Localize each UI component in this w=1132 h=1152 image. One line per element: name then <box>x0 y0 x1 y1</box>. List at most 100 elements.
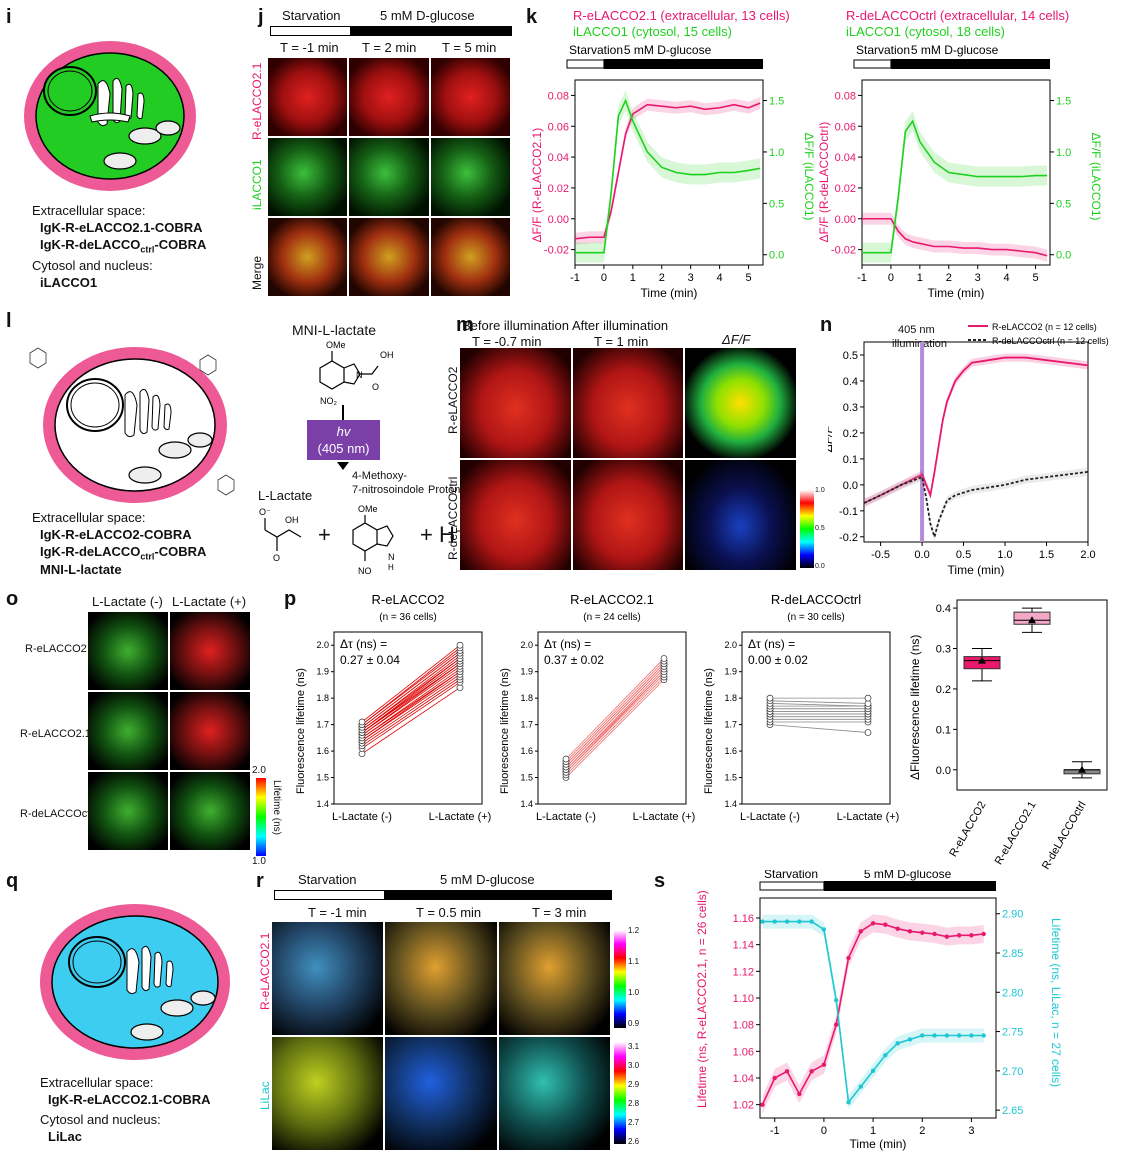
x-tick-label: 0.0 <box>914 549 929 561</box>
micrograph-tile <box>685 348 796 458</box>
data-point <box>809 919 813 923</box>
y-tick-label: 1.6 <box>724 746 737 756</box>
bar-label-starvation: Starvation <box>764 870 818 881</box>
x-category-label: L-Lactate (-) <box>740 811 800 823</box>
x-category-label: L-Lactate (+) <box>429 811 492 823</box>
micrograph-tile <box>460 460 571 570</box>
l-llactate: L-Lactate <box>258 488 312 503</box>
y-tick-label-right: 2.90 <box>1002 909 1023 921</box>
data-point <box>883 1053 887 1057</box>
l-line2: IgK-R-eLACCO2-COBRA <box>40 527 192 542</box>
y-tick-label: -0.02 <box>544 245 569 257</box>
y-tick-label-right: 2.80 <box>1002 987 1023 999</box>
k-left-chart: -1 0 1 2 3 4 5 -0.02 0.00 0.02 0.04 0.06 0.08 0.0 0.5 1… <box>525 40 815 300</box>
data-point <box>945 1033 949 1037</box>
data-point <box>773 919 777 923</box>
x-tick-label: 4 <box>717 272 723 284</box>
r-bar-right: 5 mM D-glucose <box>440 872 535 887</box>
y-tick-label: 1.5 <box>316 773 329 783</box>
data-point <box>920 1033 924 1037</box>
m-col2b: T = 1 min <box>594 334 648 349</box>
data-point <box>846 1100 850 1104</box>
x-tick-label: 3 <box>688 272 694 284</box>
data-point <box>957 1033 961 1037</box>
plot-frame <box>864 342 1088 542</box>
micrograph-tile <box>88 692 168 770</box>
y-tick-label: 2.0 <box>316 640 329 650</box>
j-time-1: T = -1 min <box>280 40 339 55</box>
panel-label-k: k <box>526 6 537 29</box>
l-line3: IgK-R-deLACCOctrl-COBRA <box>40 544 206 562</box>
panel-label-q: q <box>6 870 18 893</box>
l-line4: MNI-L-lactate <box>40 562 122 577</box>
y-tick-label: 0.5 <box>843 350 858 362</box>
r-bar-left: Starvation <box>298 872 357 887</box>
subplot-n: (n = 36 cells) <box>379 612 437 623</box>
y-axis-label: ΔFluorescence lifetime (ns) <box>908 635 922 780</box>
y-tick-label-right: 2.65 <box>1002 1105 1023 1117</box>
r-time-2: T = 0.5 min <box>416 905 481 920</box>
data-point <box>895 1041 899 1045</box>
y-tick-label: 1.14 <box>733 940 754 952</box>
k-right-title2: iLACCO1 (cytosol, 18 cells) <box>846 24 1005 39</box>
x-tick-label: 4 <box>1004 272 1010 284</box>
data-point <box>859 1084 863 1088</box>
r-cb2-tick: 2.6 <box>628 1137 639 1146</box>
i-line3: IgK-R-deLACCOctrl-COBRA <box>40 237 206 255</box>
y-tick-label: 1.9 <box>316 667 329 677</box>
x-axis-label: Time (min) <box>928 286 985 300</box>
o-row3: R-deLACCOctrl <box>20 808 96 820</box>
micrograph-tile <box>431 58 510 136</box>
micrograph-tile <box>170 692 250 770</box>
paired-line <box>770 725 868 733</box>
x-tick-label: -1 <box>770 1125 780 1137</box>
y-tick-label: 0.4 <box>843 376 858 388</box>
svg-text:NO: NO <box>358 566 372 576</box>
x-tick-label: 5 <box>745 272 751 284</box>
r-colorbar-1 <box>614 930 626 1028</box>
y-tick-label: 0.0 <box>843 480 858 492</box>
x-tick-label: 2 <box>659 272 665 284</box>
y-tick-label-right: 0.5 <box>769 198 784 210</box>
y-tick-label-right: 1.0 <box>1056 147 1071 159</box>
o-colorbar <box>256 778 266 856</box>
hv-box: hv (405 nm) <box>307 420 380 460</box>
micrograph-tile <box>573 348 684 458</box>
x-tick-label: -1 <box>857 272 867 284</box>
m-col2a: After illumination <box>572 318 668 333</box>
panel-label-l: l <box>6 310 12 333</box>
o-cb-label: Lifetime (ns) <box>271 780 282 835</box>
illumination-marker <box>920 342 924 542</box>
paired-line <box>362 682 460 748</box>
delta-tau-value: 0.27 ± 0.04 <box>340 653 400 667</box>
i-line4: Cytosol and nucleus: <box>32 258 153 273</box>
y-tick-label: -0.1 <box>839 506 858 518</box>
x-category-label: L-Lactate (-) <box>536 811 596 823</box>
micrograph-tile <box>268 218 347 296</box>
hv-label: hv <box>307 423 380 440</box>
delta-tau-label: Δτ (ns) = <box>340 637 387 651</box>
r-cb2-tick: 2.9 <box>628 1080 639 1089</box>
nitrosoindole-structure: OMeNHNO <box>338 500 418 580</box>
data-point <box>871 1069 875 1073</box>
lactate-structure: O⁻ OH O <box>255 505 315 565</box>
micrograph-tile <box>88 772 168 850</box>
x-axis-label: Time (min) <box>641 286 698 300</box>
r-cb1-tick: 1.1 <box>628 957 639 966</box>
glucose-bar <box>891 59 1050 69</box>
y-tick-label: 0.00 <box>548 214 569 226</box>
y-tick-label-right: 0.0 <box>769 250 784 262</box>
x-tick-label: 1 <box>870 1125 876 1137</box>
j-row-1: R-eLACCO2.1 <box>250 63 264 140</box>
paired-line <box>566 658 664 759</box>
y-tick-label-right: 0.5 <box>1056 198 1071 210</box>
l-line1: Extracellular space: <box>32 510 145 525</box>
x-tick-label: 1 <box>917 272 923 284</box>
m-row2: R-deLACCOctrl <box>446 477 460 560</box>
o-col1: L-Lactate (-) <box>92 594 163 609</box>
x-category-label: R-deLACCOctrl <box>1040 800 1089 871</box>
x-tick-label: 2 <box>946 272 952 284</box>
data-point <box>797 1092 801 1096</box>
data-point <box>982 1033 986 1037</box>
micrograph-tile <box>88 612 168 690</box>
